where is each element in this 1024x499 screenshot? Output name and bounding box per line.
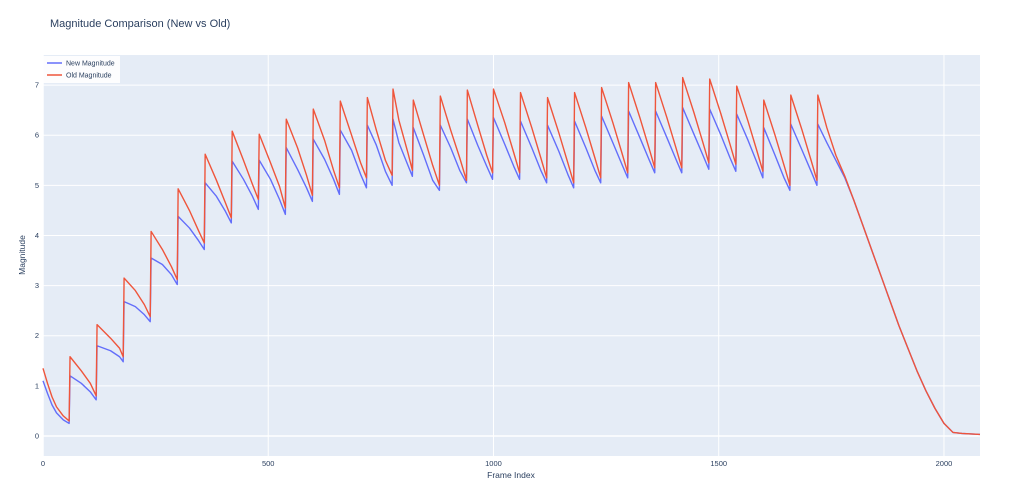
legend-item-old[interactable]: Old Magnitude [47,73,112,80]
y-tick-label: 6 [35,131,39,140]
legend[interactable]: New Magnitude Old Magnitude [43,56,120,83]
legend-box [43,56,120,83]
x-tick-label: 1000 [485,459,502,468]
y-axis-ticks: 0 1 2 3 4 5 6 7 [35,81,39,441]
chart-title: Magnitude Comparison (New vs Old) [50,18,230,30]
y-grid [43,84,980,437]
y-tick-label: 4 [35,231,39,240]
y-tick-label: 1 [35,381,39,390]
legend-label-new: New Magnitude [66,61,115,68]
y-tick-label: 7 [35,81,39,90]
y-tick-label: 2 [35,331,39,340]
legend-label-old: Old Magnitude [66,73,112,80]
plot-area [43,55,980,456]
x-tick-label: 2000 [936,459,953,468]
x-tick-label: 500 [262,459,275,468]
x-axis-ticks: 0 500 1000 1500 2000 [41,459,952,468]
x-tick-label: 0 [41,459,45,468]
legend-item-new[interactable]: New Magnitude [47,61,115,68]
series-layer [42,76,981,436]
y-tick-label: 3 [35,281,39,290]
series-line-old-magnitude[interactable] [42,76,981,436]
x-tick-label: 1500 [710,459,727,468]
y-axis-title: Magnitude [17,235,27,275]
y-tick-label: 0 [35,431,39,440]
x-axis-title: Frame Index [487,470,535,480]
y-tick-label: 5 [35,181,39,190]
